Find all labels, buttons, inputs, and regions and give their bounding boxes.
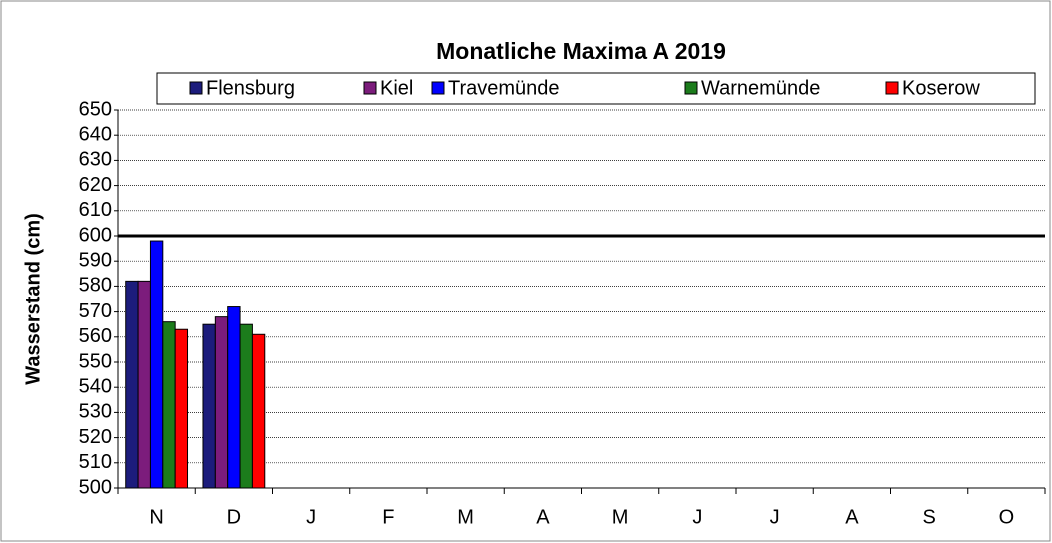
x-tick-label: M bbox=[457, 506, 474, 528]
y-tick-label: 640 bbox=[79, 123, 112, 145]
x-tick-label: J bbox=[306, 506, 316, 528]
bar bbox=[137, 280, 151, 489]
legend-label: Flensburg bbox=[206, 77, 295, 99]
y-tick-label: 520 bbox=[79, 426, 112, 448]
bar bbox=[125, 280, 139, 489]
y-tick-label: 550 bbox=[79, 350, 112, 372]
x-tick-label: J bbox=[692, 506, 702, 528]
y-tick-label: 650 bbox=[79, 98, 112, 120]
legend-swatch bbox=[885, 81, 899, 95]
bar bbox=[174, 328, 189, 489]
y-tick-label: 560 bbox=[79, 325, 112, 347]
y-tick-label: 630 bbox=[79, 149, 112, 171]
chart-title: Monatliche Maxima A 2019 bbox=[436, 38, 726, 64]
x-tick-label: M bbox=[612, 506, 629, 528]
legend-swatch bbox=[684, 81, 698, 95]
bar bbox=[202, 323, 216, 489]
x-tick-label: N bbox=[149, 506, 163, 528]
y-tick-label: 590 bbox=[79, 249, 112, 271]
x-tick-label: A bbox=[536, 506, 550, 528]
legend-swatch bbox=[189, 81, 203, 95]
bar bbox=[149, 240, 164, 489]
legend-label: Travemünde bbox=[448, 77, 560, 99]
y-tick-label: 540 bbox=[79, 375, 112, 397]
bar bbox=[239, 323, 253, 489]
y-axis-label: Wasserstand (cm) bbox=[22, 213, 44, 385]
y-tick-label: 570 bbox=[79, 300, 112, 322]
bar bbox=[162, 321, 176, 489]
legend-swatch bbox=[363, 81, 377, 95]
y-tick-label: 620 bbox=[79, 174, 112, 196]
x-tick-label: O bbox=[999, 506, 1015, 528]
bar bbox=[214, 316, 229, 489]
bar bbox=[251, 333, 266, 489]
legend-label: Warnemünde bbox=[701, 77, 820, 99]
x-tick-label: F bbox=[382, 506, 394, 528]
y-tick-label: 600 bbox=[79, 224, 112, 246]
y-tick-label: 530 bbox=[79, 401, 112, 423]
y-tick-label: 610 bbox=[79, 199, 112, 221]
legend-label: Koserow bbox=[902, 77, 980, 99]
x-tick-label: D bbox=[227, 506, 241, 528]
y-tick-label: 580 bbox=[79, 275, 112, 297]
legend-label: Kiel bbox=[380, 77, 413, 99]
legend-swatch bbox=[431, 81, 445, 95]
y-tick-label: 500 bbox=[79, 476, 112, 498]
y-tick-label: 510 bbox=[79, 451, 112, 473]
x-tick-label: S bbox=[922, 506, 935, 528]
x-tick-label: J bbox=[770, 506, 780, 528]
bar bbox=[227, 306, 241, 489]
x-tick-label: A bbox=[845, 506, 859, 528]
